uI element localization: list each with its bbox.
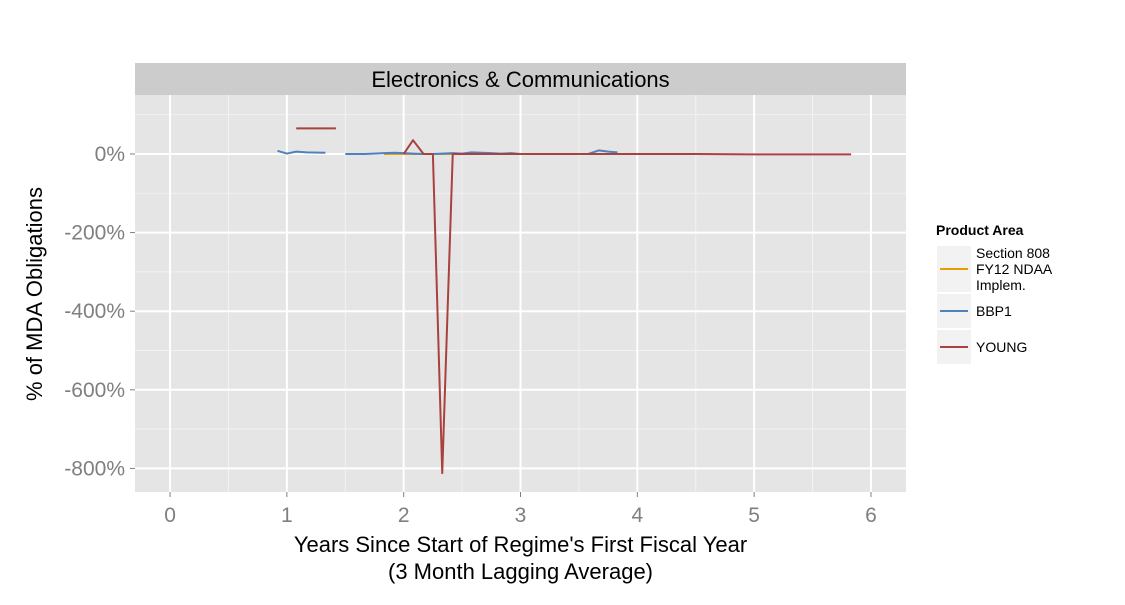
y-tick-label: 0% (95, 143, 125, 166)
facet-strip (135, 63, 906, 95)
series-line-2 (277, 149, 326, 155)
x-tick-label: 0 (164, 504, 176, 527)
series-lines (277, 127, 852, 475)
legend-title: Product Area (936, 222, 1024, 238)
y-tick-label: -600% (64, 379, 125, 402)
y-tick-label: -400% (64, 300, 125, 323)
x-tick-label: 2 (398, 504, 410, 527)
x-tick-label: 3 (515, 504, 527, 527)
axes: 0 1 2 3 4 5 6 0% -200% -400% -600% -800% (64, 143, 877, 527)
series-line-3 (402, 139, 852, 475)
facet-title: Electronics & Communications (371, 67, 669, 92)
legend-label: BBP1 (976, 303, 1012, 319)
legend-label: YOUNG (976, 339, 1027, 355)
y-tick-label: -200% (64, 222, 125, 245)
legend-label: Implem. (976, 277, 1026, 293)
x-tick-label: 4 (631, 504, 643, 527)
x-tick-label: 5 (748, 504, 760, 527)
legend-label: FY12 NDAA (976, 261, 1053, 277)
legend-label: Section 808 (976, 245, 1050, 261)
x-tick-label: 1 (281, 504, 293, 527)
x-axis-title-line1: Years Since Start of Regime's First Fisc… (294, 532, 747, 557)
y-tick-label: -800% (64, 457, 125, 480)
x-tick-label: 6 (865, 504, 877, 527)
x-axis-title-line2: (3 Month Lagging Average) (388, 559, 653, 584)
y-axis-title: % of MDA Obligations (22, 187, 47, 401)
